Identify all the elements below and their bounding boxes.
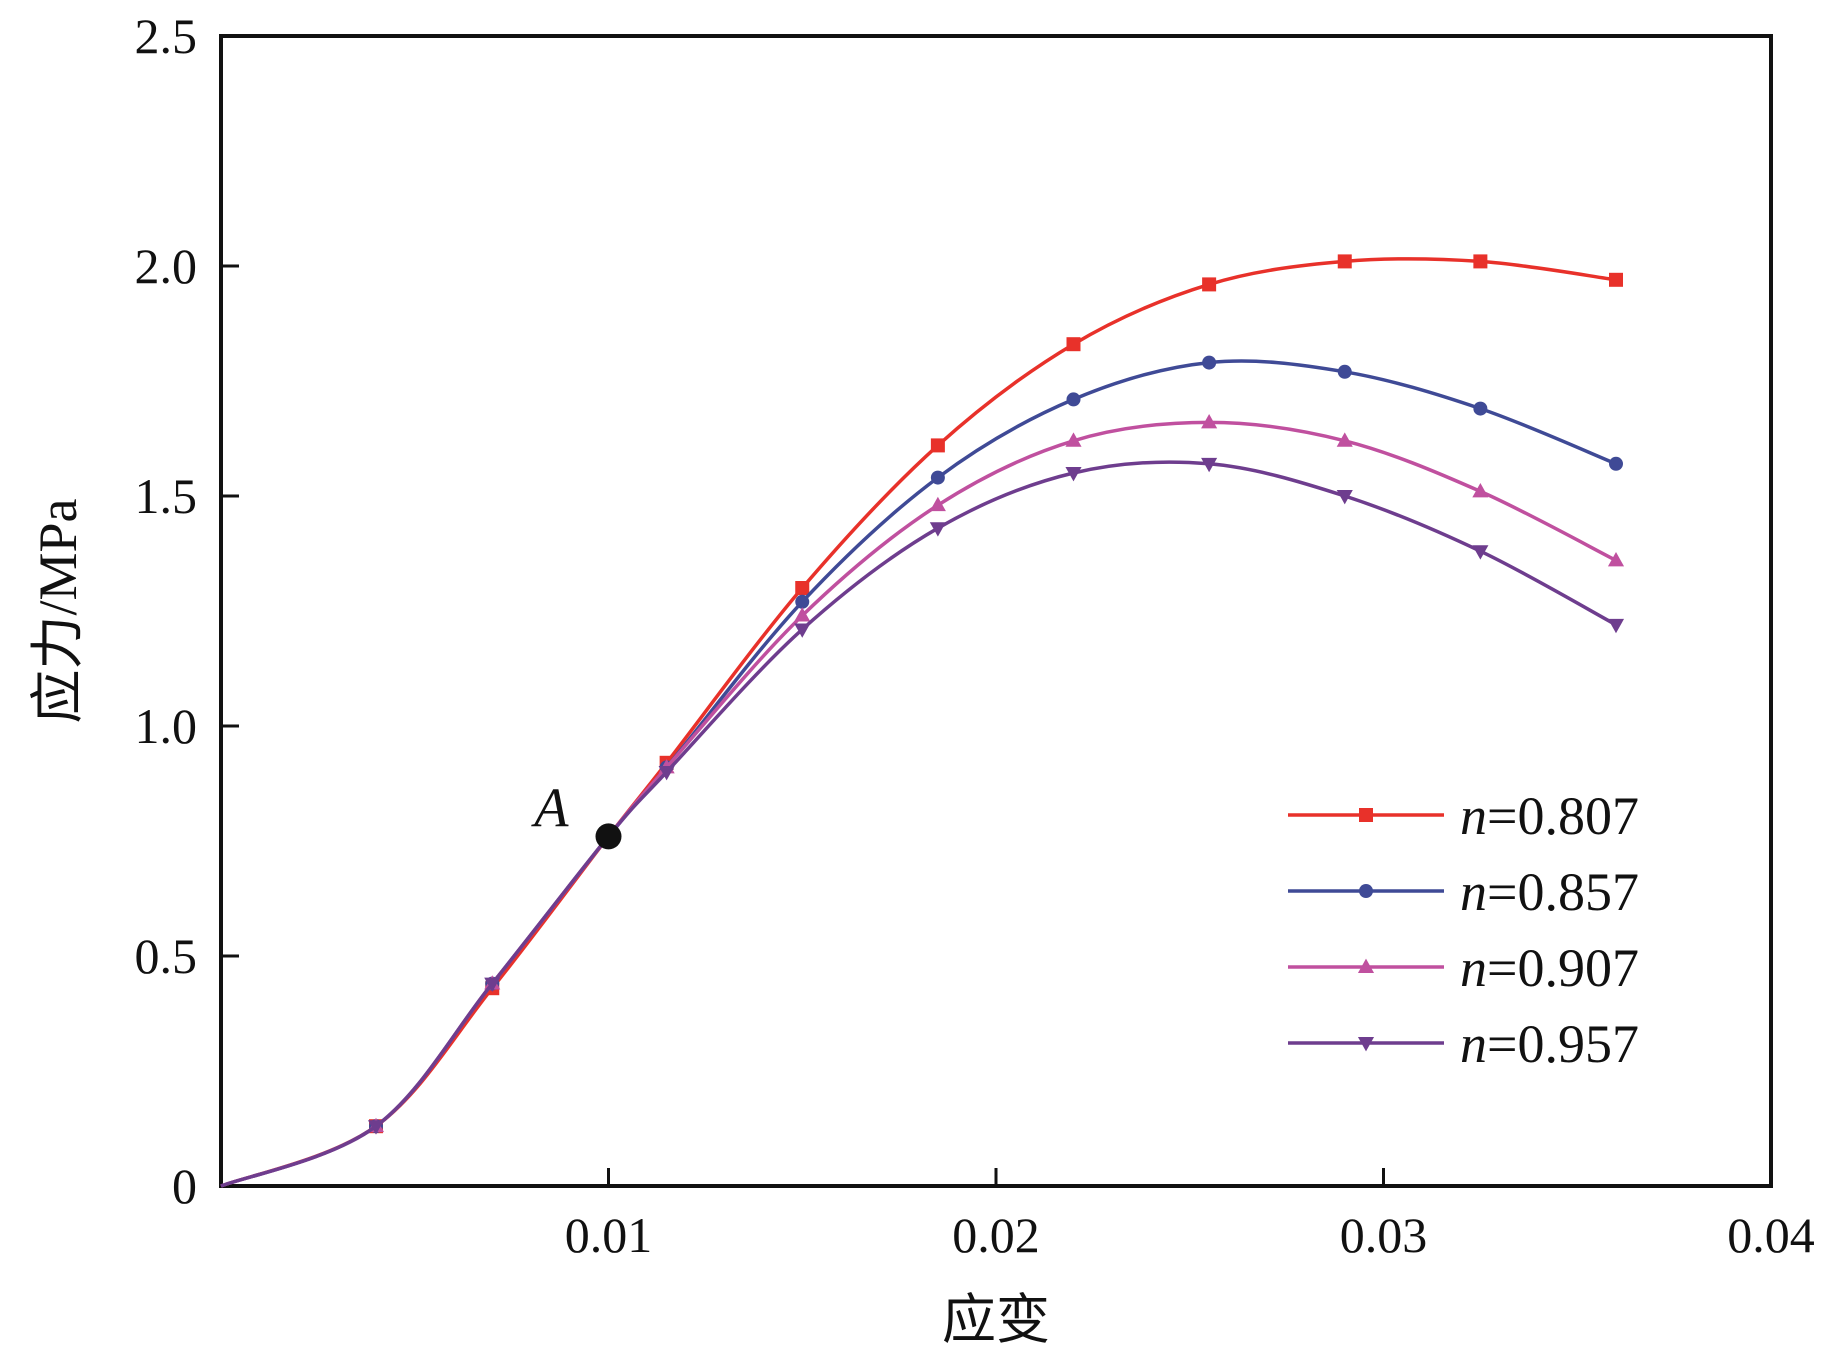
y-axis-title: 应力/MPa — [28, 498, 88, 723]
x-tick-label: 0.03 — [1340, 1207, 1428, 1263]
data-point — [930, 438, 945, 453]
data-point — [1202, 277, 1217, 292]
legend-entry: n=0.807 — [1288, 786, 1639, 846]
data-point — [1066, 392, 1081, 407]
legend-marker — [1359, 884, 1373, 898]
y-tick-label: 1.0 — [135, 698, 198, 754]
data-point — [795, 581, 810, 595]
data-point — [930, 470, 945, 485]
data-point — [1472, 483, 1489, 498]
legend-label-variable: n — [1460, 786, 1487, 846]
data-point — [1607, 618, 1625, 634]
data-point — [1202, 355, 1217, 370]
data-point — [1065, 467, 1082, 482]
series-circle — [220, 355, 1623, 1188]
legend-marker — [1359, 808, 1373, 822]
data-point — [484, 977, 501, 992]
data-point — [1336, 490, 1353, 505]
series-triangle-down — [220, 457, 1625, 1188]
annotation-point — [595, 823, 622, 850]
data-point — [1201, 414, 1218, 429]
series-line — [220, 359, 1617, 1188]
x-axis-title: 应变 — [942, 1290, 1050, 1350]
data-point — [795, 594, 810, 609]
legend-label: n=0.957 — [1460, 1014, 1639, 1074]
data-point — [1337, 364, 1352, 379]
data-point — [1607, 552, 1625, 567]
data-point — [1336, 432, 1353, 447]
y-tick-label: 0.5 — [135, 928, 198, 984]
data-point — [367, 1120, 385, 1135]
data-point — [1609, 456, 1623, 471]
axes-layer: 0.01 0.02 0.03 0.04 0 0.5 1.0 1.5 2.0 2.5 — [135, 8, 1815, 1263]
data-point — [1065, 432, 1082, 447]
data-point — [1066, 337, 1081, 352]
legend-label-value: =0.857 — [1487, 862, 1639, 922]
annotation-layer: A — [530, 777, 622, 850]
data-point — [929, 522, 946, 537]
legend-entry: n=0.857 — [1288, 862, 1639, 922]
series-square — [220, 254, 1623, 1188]
legend-label: n=0.857 — [1460, 862, 1639, 922]
data-point — [1337, 254, 1352, 269]
annotation-label: A — [530, 777, 569, 839]
data-point — [1201, 457, 1218, 473]
data-point — [1472, 545, 1489, 560]
legend-marker — [1357, 1037, 1375, 1052]
legend-marker — [1357, 958, 1375, 973]
y-tick-label: 2.5 — [135, 8, 198, 64]
legend-label-variable: n — [1460, 862, 1487, 922]
legend-label: n=0.807 — [1460, 786, 1639, 846]
legend-label-value: =0.957 — [1487, 1014, 1639, 1074]
y-tick-label: 0 — [172, 1158, 197, 1214]
legend-entry: n=0.907 — [1288, 938, 1639, 998]
data-point — [658, 766, 675, 781]
x-tick-label: 0.01 — [565, 1207, 653, 1263]
data-point — [1609, 272, 1623, 287]
data-point — [1473, 254, 1488, 269]
legend-label-variable: n — [1460, 1014, 1487, 1074]
legend-label: n=0.907 — [1460, 938, 1639, 998]
data-point — [929, 496, 946, 512]
legend-label-value: =0.807 — [1487, 786, 1639, 846]
data-point — [794, 623, 811, 638]
y-tick-label: 1.5 — [135, 468, 198, 524]
legend-entry: n=0.957 — [1288, 1014, 1639, 1074]
series-layer — [220, 254, 1625, 1188]
legend-label-variable: n — [1460, 938, 1487, 998]
legend-label-value: =0.907 — [1487, 938, 1639, 998]
x-tick-label: 0.02 — [952, 1207, 1040, 1263]
data-point — [1473, 401, 1488, 416]
y-tick-label: 2.0 — [135, 238, 198, 294]
series-line — [220, 257, 1617, 1188]
x-tick-label: 0.04 — [1727, 1207, 1815, 1263]
series-line — [220, 460, 1617, 1188]
data-point — [794, 607, 811, 622]
